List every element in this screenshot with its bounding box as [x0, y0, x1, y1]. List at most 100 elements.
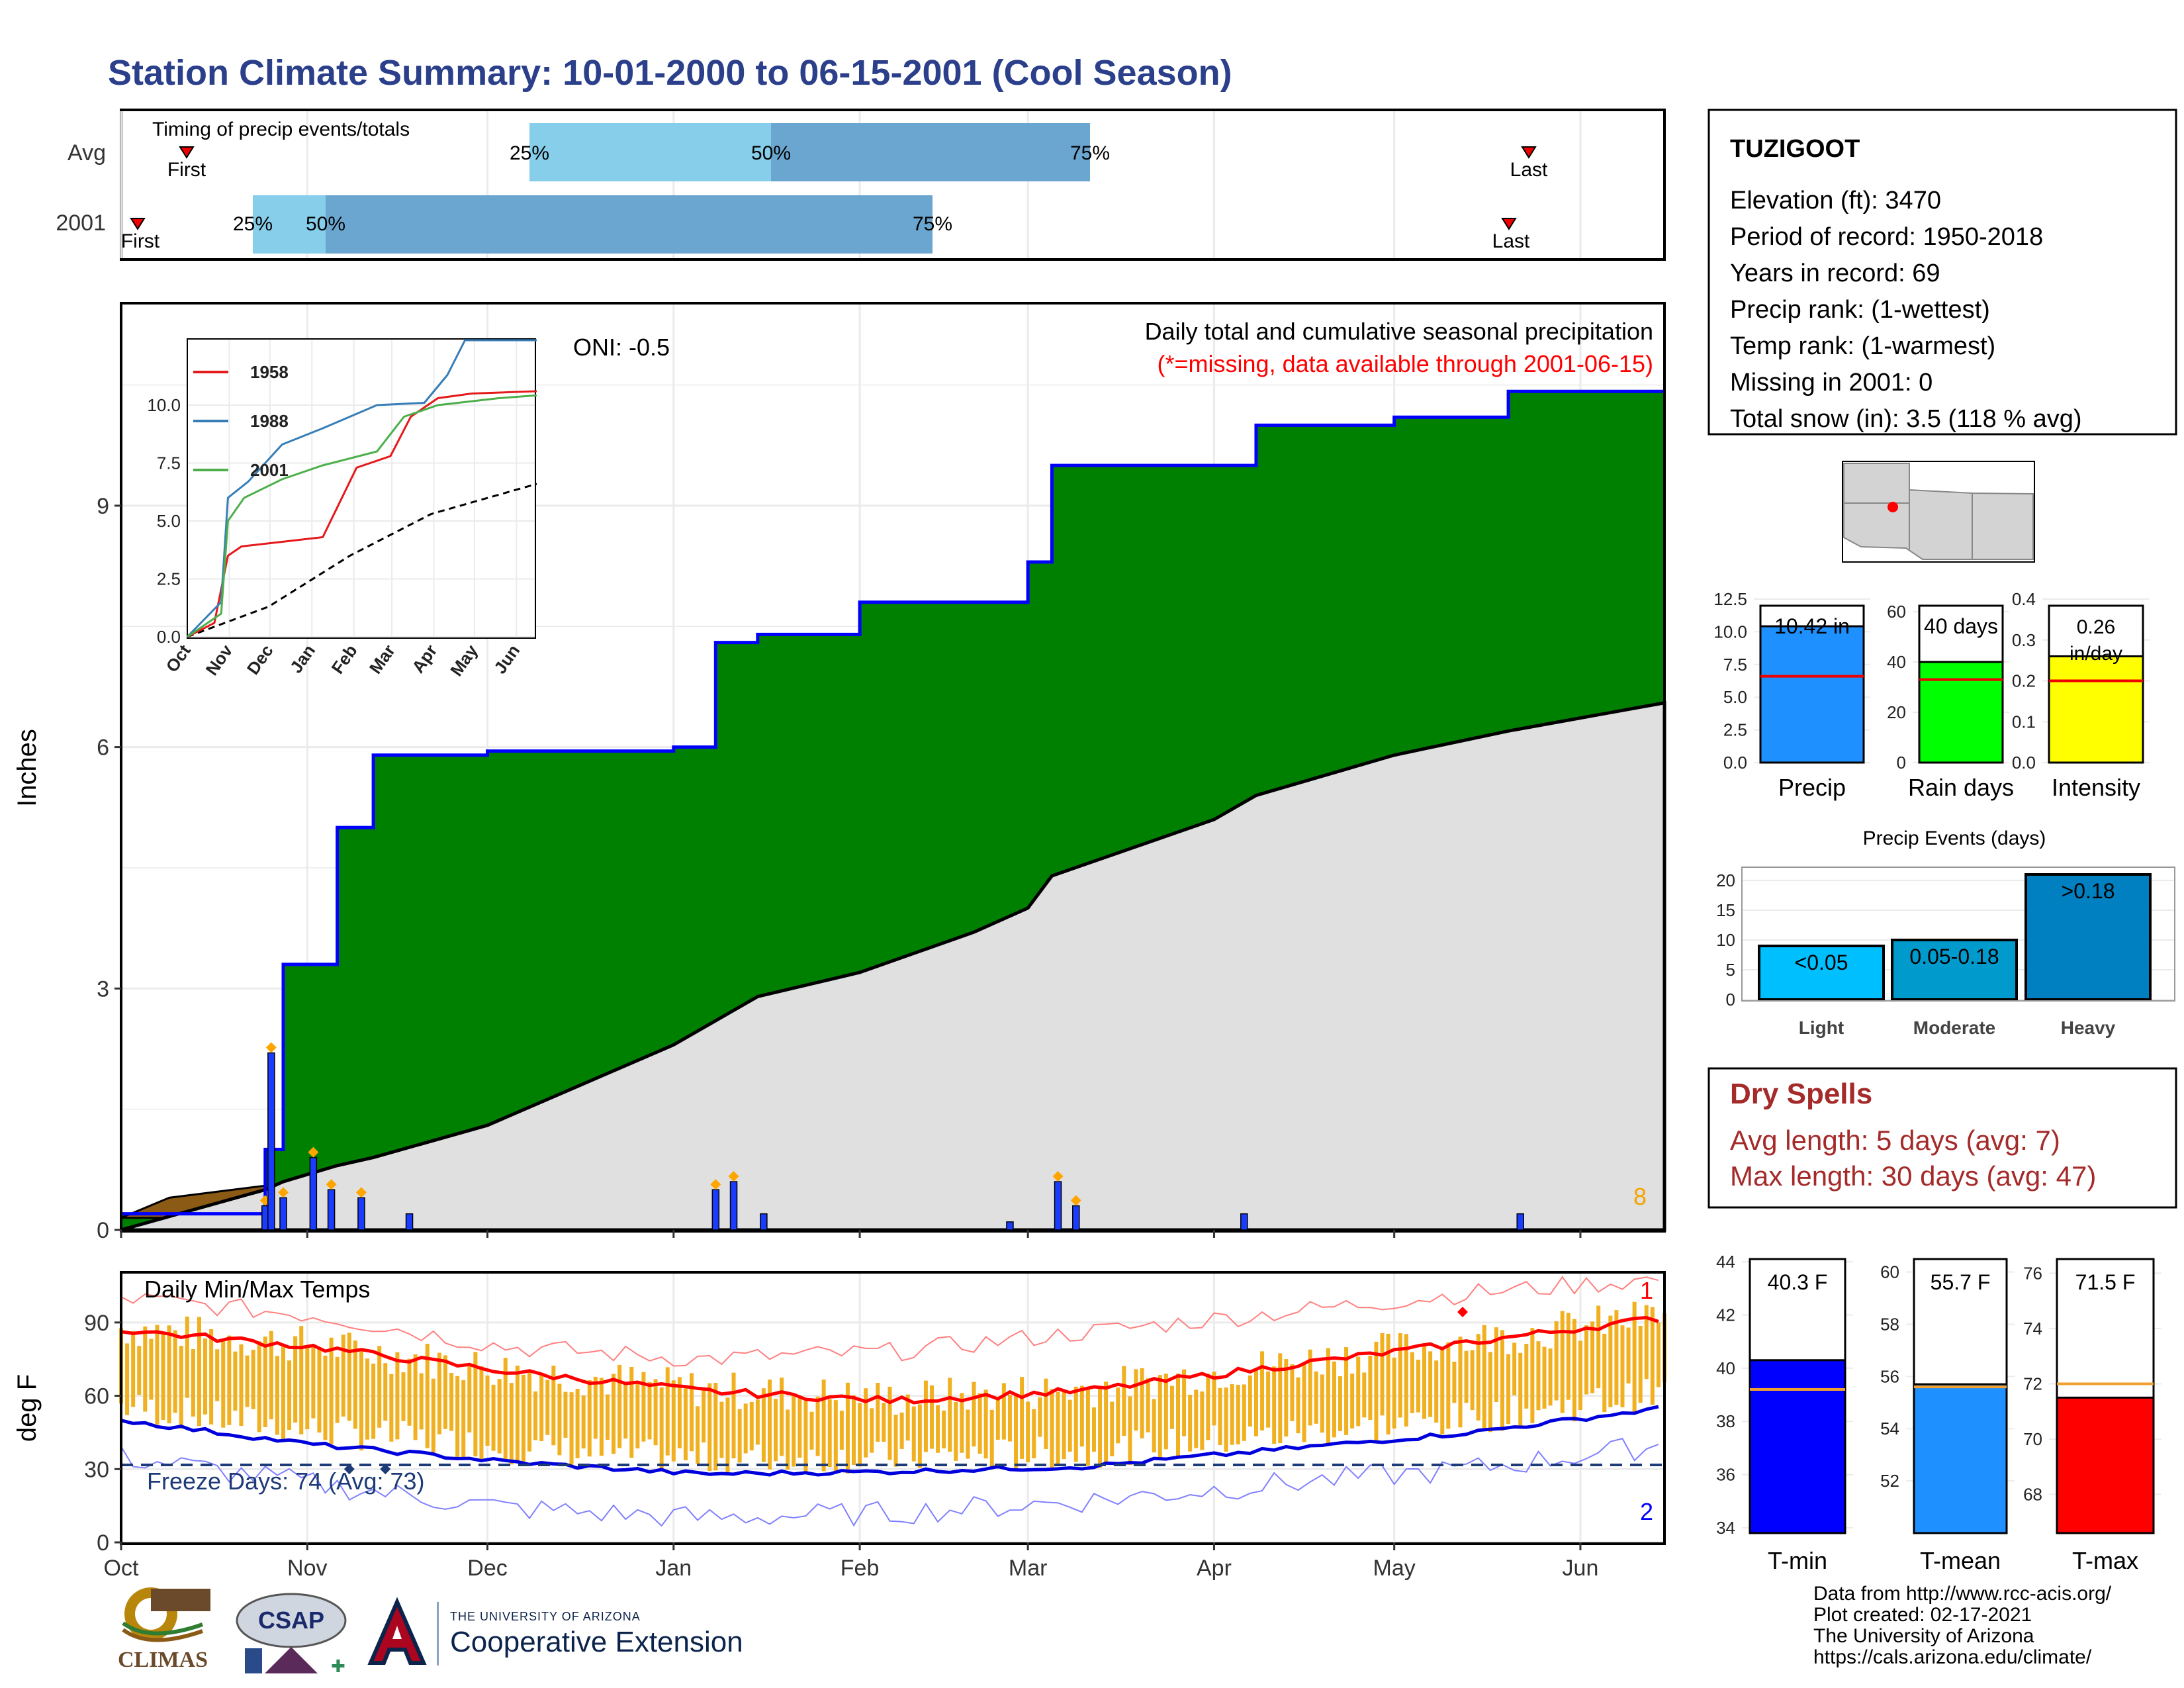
daily-temp-bar [1584, 1325, 1589, 1395]
daily-temp-bar [1176, 1373, 1181, 1456]
temp-summary-tick: 68 [2023, 1485, 2042, 1505]
daily-temp-bar [479, 1366, 484, 1460]
daily-temp-bar [1062, 1390, 1066, 1460]
daily-temp-bar [833, 1400, 838, 1474]
heavy-event-marker [1070, 1195, 1081, 1206]
daily-temp-bar [839, 1411, 844, 1450]
footer-line-url: https://cals.arizona.edu/climate/ [1813, 1646, 2092, 1668]
mini-bar-name: Precip [1778, 774, 1846, 801]
temp-summary-bar-1: 52 54 56 58 60 55.7 F T-mean [1880, 1251, 2015, 1574]
2001-row-label: 2001 [56, 211, 106, 236]
temp-summary-label: 71.5 F [2075, 1270, 2136, 1294]
inset-1988-line [186, 339, 537, 638]
daily-temp-bar [1050, 1389, 1054, 1468]
daily-temp-bar [179, 1346, 183, 1429]
daily-temp-bar [401, 1372, 406, 1421]
daily-temp-bar [899, 1412, 904, 1449]
event-ytick: 0 [1726, 990, 1735, 1009]
daily-temp-bar [299, 1326, 304, 1434]
daily-temp-bar [713, 1382, 718, 1471]
daily-temp-bar [1470, 1350, 1475, 1411]
daily-temp-bar [575, 1389, 580, 1458]
daily-temp-bar [629, 1366, 634, 1458]
temp-summary-value [1913, 1383, 2008, 1534]
page-title: Station Climate Summary: 10-01-2000 to 0… [108, 53, 1232, 93]
cumulative-2001-line [121, 389, 1664, 1216]
inset-ytick: 5.0 [157, 511, 181, 531]
inset-ytick: 10.0 [147, 395, 181, 415]
daily-temp-bar [539, 1374, 544, 1442]
avg-first-label: First [167, 159, 206, 181]
daily-precip-bar [1240, 1213, 1248, 1231]
daily-temp-bar [1524, 1344, 1529, 1409]
daily-temp-bar [1458, 1336, 1463, 1428]
daily-temp-bar [233, 1351, 238, 1411]
daily-temp-bar [1134, 1369, 1138, 1431]
daily-temp-bar [1614, 1310, 1619, 1405]
mini-bar-name: Rain days [1908, 774, 2014, 801]
daily-temp-bar [653, 1379, 658, 1446]
daily-temp-bar [803, 1401, 808, 1474]
daily-temp-bar [311, 1347, 316, 1419]
daily-temp-bar [1146, 1378, 1150, 1432]
daily-temp-bar [515, 1365, 520, 1462]
precip-ytick: 6 [97, 735, 109, 761]
daily-temp-bar [563, 1391, 568, 1438]
daily-temp-bar [683, 1387, 688, 1461]
event-category: Moderate [1913, 1017, 1995, 1038]
daily-temp-bar [1182, 1369, 1187, 1436]
mini-bar-tick: 2.5 [1723, 720, 1747, 740]
precip-legend-line2: (*=missing, data available through 2001-… [1158, 350, 1653, 377]
daily-temp-bar [161, 1331, 165, 1421]
daily-temp-bar [737, 1409, 742, 1463]
event-ytick: 15 [1716, 900, 1735, 920]
daily-temp-bar [359, 1348, 363, 1451]
daily-temp-bar [1638, 1325, 1643, 1403]
dry-spells-avg: Avg length: 5 days (avg: 7) [1730, 1125, 2060, 1156]
daily-temp-bar [1224, 1387, 1228, 1452]
mini-bar-tick: 0.0 [1723, 753, 1747, 773]
daily-temp-bar [923, 1380, 928, 1452]
temp-summary-tick: 74 [2023, 1319, 2042, 1338]
daily-temp-bar [1314, 1371, 1318, 1424]
daily-temp-bar [1632, 1301, 1637, 1415]
daily-temp-bar [1122, 1366, 1126, 1436]
temp-xtick: Dec [467, 1556, 507, 1581]
avg-max-line [120, 1316, 1659, 1405]
temp-summary-tick: 40 [1716, 1358, 1735, 1378]
daily-precip-bar [1006, 1221, 1014, 1231]
daily-temp-bar [149, 1338, 154, 1400]
daily-temp-bar [1085, 1389, 1090, 1466]
precip-ytick: 9 [97, 494, 109, 519]
freeze-marker [380, 1464, 391, 1475]
station-info-line: Years in record: 69 [1730, 259, 1940, 287]
daily-temp-bar [911, 1406, 916, 1462]
corner-count: 8 [1633, 1183, 1647, 1210]
daily-temp-bar [497, 1379, 502, 1454]
2001-p25-label: 25% [233, 213, 273, 235]
temp-summary-label: 55.7 F [1931, 1270, 1991, 1294]
daily-temp-bar [425, 1344, 430, 1448]
daily-temp-bar [1073, 1386, 1078, 1462]
station-info-box: TUZIGOOT Elevation (ft): 3470 Period of r… [1707, 109, 2177, 436]
daily-temp-bar [209, 1329, 214, 1425]
daily-temp-bar [1218, 1387, 1222, 1446]
event-ytick: 5 [1726, 960, 1735, 980]
daily-temp-bar [1494, 1327, 1498, 1402]
daily-temp-bar [437, 1352, 441, 1434]
daily-temp-bar [1158, 1375, 1162, 1461]
ua-big-text: Cooperative Extension [450, 1626, 743, 1658]
daily-temp-bar [1650, 1307, 1655, 1405]
freeze-days-label: Freeze Days: 74 (Avg: 73) [147, 1468, 425, 1495]
station-info-line: Total snow (in): 3.5 (118 % avg) [1730, 405, 2082, 433]
daily-temp-bar [1169, 1385, 1174, 1429]
event-ytick: 10 [1716, 930, 1735, 950]
daily-temp-bar [1428, 1351, 1433, 1417]
daily-temp-bar [1506, 1354, 1511, 1425]
daily-temp-bar [323, 1355, 328, 1440]
mini-bar-label: 40 days [1924, 614, 1998, 638]
daily-temp-bar [1253, 1368, 1258, 1436]
timing-panel: Timing of precip events/totals Avg 2001 … [56, 109, 1666, 261]
climas-logo: CLIMAS [110, 1583, 216, 1676]
mini-bar-value [2048, 655, 2144, 764]
